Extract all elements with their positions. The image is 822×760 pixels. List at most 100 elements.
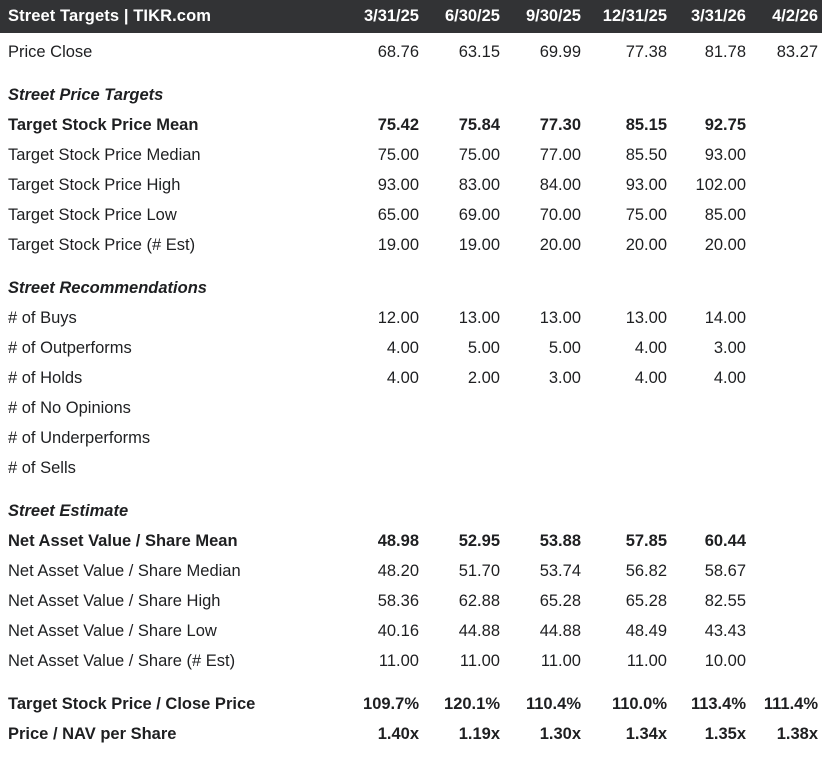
table-row: Net Asset Value / Share High 58.36 62.88 65… <box>0 586 822 616</box>
row-value: 20.00 <box>539 235 581 254</box>
row-value: 110.0% <box>611 694 667 713</box>
row-value: 13.00 <box>625 308 667 327</box>
row-value: 120.1% <box>444 694 500 713</box>
row-value: 1.34x <box>625 724 667 743</box>
row-value: 58.36 <box>377 591 419 610</box>
row-value: 110.4% <box>525 694 581 713</box>
row-value: 1.40x <box>377 724 419 743</box>
row-value: 75.84 <box>458 115 500 134</box>
row-label: Target Stock Price Mean <box>8 115 199 134</box>
section-title: Street Price Targets <box>8 85 164 104</box>
row-value: 81.78 <box>704 42 746 61</box>
row-value: 75.00 <box>377 145 419 164</box>
row-label: # of Buys <box>8 308 77 327</box>
row-value: 11.00 <box>378 651 419 670</box>
row-value: 68.76 <box>377 42 419 61</box>
row-label: Target Stock Price Median <box>8 145 201 164</box>
row-value: 10.00 <box>704 651 746 670</box>
table-row: # of No Opinions <box>0 393 822 423</box>
row-value: 63.15 <box>458 42 500 61</box>
row-value: 4.00 <box>634 368 667 387</box>
row-value: 52.95 <box>458 531 500 550</box>
table-row: # of Sells <box>0 453 822 483</box>
row-value: 3.00 <box>713 338 746 357</box>
row-label: Price / NAV per Share <box>8 724 177 743</box>
section-header-row: Street Estimate <box>0 496 822 526</box>
row-label: Target Stock Price Low <box>8 205 177 224</box>
section-header-row: Street Price Targets <box>0 80 822 110</box>
row-value: 69.99 <box>539 42 581 61</box>
row-label: Target Stock Price (# Est) <box>8 235 196 254</box>
row-value: 11.00 <box>540 651 581 670</box>
row-value: 20.00 <box>625 235 667 254</box>
row-value: 12.00 <box>377 308 419 327</box>
row-value: 20.00 <box>704 235 746 254</box>
row-label: # of Sells <box>8 458 76 477</box>
table-row: Price Close 68.76 63.15 69.99 77.38 81.78 83.2… <box>0 37 822 67</box>
row-value: 84.00 <box>539 175 581 194</box>
row-label: Target Stock Price / Close Price <box>8 694 256 713</box>
row-value: 75.00 <box>458 145 500 164</box>
row-value: 43.43 <box>704 621 746 640</box>
row-value: 58.67 <box>704 561 746 580</box>
row-value: 60.44 <box>704 531 746 550</box>
section-header-row: Street Recommendations <box>0 273 822 303</box>
row-value: 14.00 <box>704 308 746 327</box>
row-value: 85.50 <box>625 145 667 164</box>
row-value: 83.27 <box>776 42 818 61</box>
row-value: 11.00 <box>459 651 500 670</box>
row-value: 93.00 <box>377 175 419 194</box>
row-value: 11.00 <box>626 651 667 670</box>
table-row: Net Asset Value / Share Mean 48.98 52.95 53… <box>0 526 822 556</box>
row-value: 65.00 <box>377 205 419 224</box>
table-row: Target Stock Price High 93.00 83.00 84.00 93… <box>0 170 822 200</box>
column-header-date: 12/31/25 <box>602 7 667 25</box>
row-value: 75.42 <box>377 115 419 134</box>
row-label: # of Underperforms <box>8 428 151 447</box>
row-value: 85.15 <box>625 115 667 134</box>
row-label: Net Asset Value / Share Low <box>8 621 217 640</box>
row-value: 92.75 <box>704 115 746 134</box>
row-label: Net Asset Value / Share Median <box>8 561 241 580</box>
table-header-row: Street Targets | TIKR.com 3/31/25 6/30/25… <box>0 0 822 33</box>
row-value: 1.30x <box>539 724 581 743</box>
column-header-date: 3/31/26 <box>690 7 746 25</box>
row-value: 19.00 <box>377 235 419 254</box>
row-label: # of No Opinions <box>8 398 131 417</box>
row-value: 44.88 <box>539 621 581 640</box>
row-value: 77.30 <box>539 115 581 134</box>
table-row: Target Stock Price Median 75.00 75.00 77.00… <box>0 140 822 170</box>
row-value: 75.00 <box>625 205 667 224</box>
table-row: Target Stock Price Mean 75.42 75.84 77.30 85… <box>0 110 822 140</box>
section-title: Street Estimate <box>8 501 129 520</box>
row-value: 77.00 <box>539 145 581 164</box>
row-label: Target Stock Price High <box>8 175 181 194</box>
table-row: Target Stock Price / Close Price 109.7% 12… <box>0 689 822 719</box>
row-value: 53.88 <box>539 531 581 550</box>
row-value: 65.28 <box>539 591 581 610</box>
row-value: 102.00 <box>695 175 746 194</box>
row-label: Price Close <box>8 42 93 61</box>
row-value: 5.00 <box>548 338 581 357</box>
row-value: 85.00 <box>704 205 746 224</box>
row-value: 69.00 <box>458 205 500 224</box>
row-value: 4.00 <box>713 368 746 387</box>
row-value: 1.19x <box>458 724 500 743</box>
table-body: Price Close 68.76 63.15 69.99 77.38 81.78 83.2… <box>0 33 822 749</box>
row-value: 4.00 <box>386 338 419 357</box>
row-value: 1.35x <box>704 724 746 743</box>
row-value: 109.7% <box>363 694 419 713</box>
row-value: 48.49 <box>625 621 667 640</box>
row-value: 62.88 <box>458 591 500 610</box>
table-row: # of Outperforms 4.00 5.00 5.00 4.00 3.00 <box>0 333 822 363</box>
row-value: 70.00 <box>539 205 581 224</box>
row-label: Net Asset Value / Share Mean <box>8 531 238 550</box>
row-value: 93.00 <box>704 145 746 164</box>
row-value: 3.00 <box>548 368 581 387</box>
table-row: Net Asset Value / Share (# Est) 11.00 11.0… <box>0 646 822 676</box>
table-row: Target Stock Price (# Est) 19.00 19.00 20.0… <box>0 230 822 260</box>
row-value: 111.4% <box>763 694 818 713</box>
row-value: 2.00 <box>467 368 500 387</box>
row-value: 93.00 <box>625 175 667 194</box>
